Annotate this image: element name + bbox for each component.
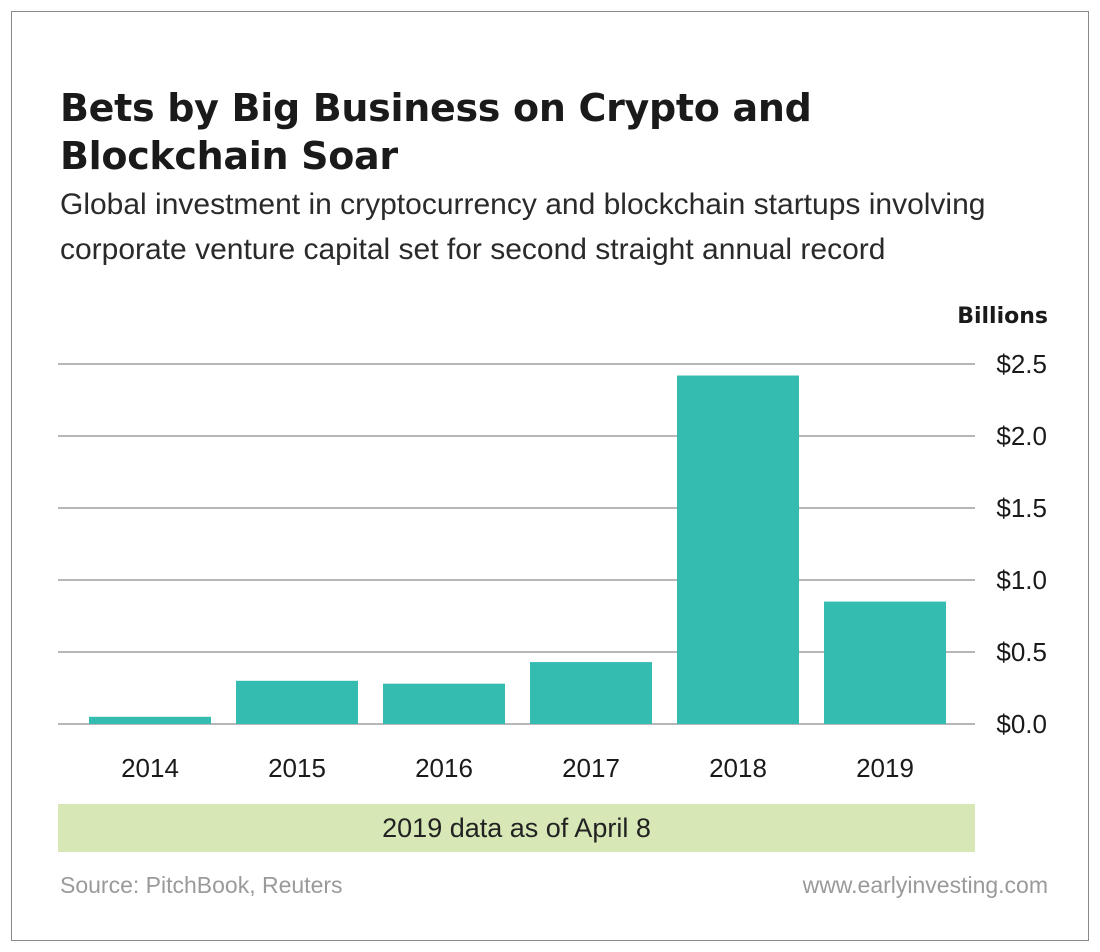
x-tick-label: 2014	[121, 753, 179, 783]
data-note-text: 2019 data as of April 8	[382, 812, 651, 843]
data-note-banner: 2019 data as of April 8	[58, 804, 975, 852]
x-tick-label: 2018	[709, 753, 767, 783]
y-tick-label: $2.0	[996, 421, 1047, 451]
chart-frame	[11, 11, 1089, 941]
x-tick-label: 2017	[562, 753, 620, 783]
y-tick-label: $1.0	[996, 565, 1047, 595]
bar-2018	[677, 375, 799, 724]
chart-title: Bets by Big Business on Crypto and Block…	[60, 86, 812, 178]
x-tick-label: 2019	[856, 753, 914, 783]
x-tick-label: 2015	[268, 753, 326, 783]
chart-subtitle: Global investment in cryptocurrency and …	[60, 188, 986, 266]
website-credit: www.earlyinvesting.com	[802, 872, 1048, 898]
y-tick-label: $0.5	[996, 637, 1047, 667]
bar-2015	[236, 680, 358, 724]
bar-2014	[89, 716, 211, 724]
y-tick-label: $1.5	[996, 493, 1047, 523]
source-credit: Source: PitchBook, Reuters	[60, 872, 343, 898]
y-tick-label: $0.0	[996, 709, 1047, 739]
y-tick-label: $2.5	[996, 349, 1047, 379]
bar-2016	[383, 683, 505, 724]
y-axis-unit-label: Billions	[957, 304, 1048, 329]
x-tick-label: 2016	[415, 753, 473, 783]
bar-2017	[530, 662, 652, 724]
bar-2019	[824, 601, 946, 724]
